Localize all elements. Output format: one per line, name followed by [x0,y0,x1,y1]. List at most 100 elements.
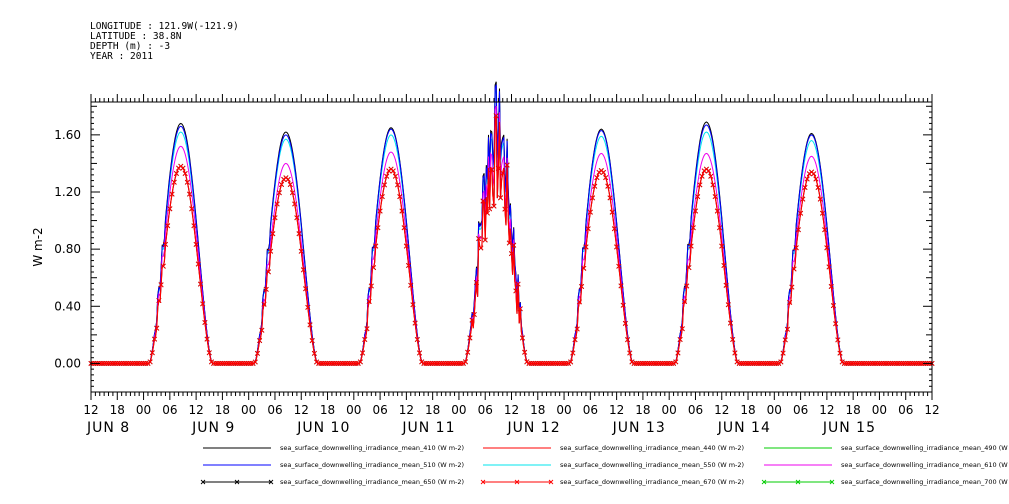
x-marker [539,360,545,366]
x-tick-label: 12 [924,403,939,417]
x-marker [695,194,701,200]
legend-entry-label: sea_surface_downwelling_irradiance_mean_… [560,478,744,486]
x-marker [401,225,407,231]
x-marker [119,360,125,366]
x-marker [355,360,361,366]
x-marker [767,360,773,366]
x-marker [793,245,799,251]
x-marker [905,360,911,366]
legend-entry-label: sea_surface_downwelling_irradiance_mean_… [560,461,744,469]
x-tick-label: 12 [83,403,98,417]
x-marker [765,360,771,366]
x-marker [535,360,541,366]
x-marker [491,203,497,209]
x-marker [432,360,438,366]
x-day-label: JUN 15 [822,420,876,436]
x-marker [371,265,377,271]
x-marker [684,283,690,289]
x-marker [730,336,736,343]
x-marker [760,360,766,366]
x-marker [837,350,843,356]
x-marker [732,350,738,356]
x-marker [657,360,663,366]
x-marker [476,236,482,242]
x-marker [572,337,578,343]
x-marker [219,360,225,366]
legend-entry-label: sea_surface_downwelling_irradiance_mean_… [280,461,464,469]
x-marker [127,360,133,366]
x-marker [664,360,670,366]
x-marker [206,350,212,356]
x-marker [517,306,523,312]
x-day-label: JUN 8 [86,420,130,436]
x-tick-label: 18 [110,403,125,417]
x-marker [833,321,839,327]
x-marker [686,265,692,271]
x-tick-label: 12 [294,403,309,417]
x-marker [898,360,904,366]
y-tick-label: 1.20 [54,185,81,199]
x-marker [502,206,508,212]
x-marker [778,359,784,365]
x-marker [443,360,449,366]
x-marker [651,360,657,366]
x-tick-label: 00 [451,403,466,417]
x-marker [618,283,624,289]
x-marker [445,360,451,366]
x-marker [197,281,204,287]
x-marker [456,360,462,366]
x-marker [603,175,609,181]
x-marker [865,360,872,366]
x-marker [189,206,195,212]
x-marker [272,215,278,221]
x-day-label: JUN 10 [296,420,350,436]
x-marker [257,338,263,344]
x-marker [679,326,685,332]
x-marker [261,301,267,307]
dataset-header: LONGITUDE : 121.9W(-121.9) LATITUDE : 38… [90,22,239,62]
axes-group: 12 18 00 06 12 18 00 06 12 18 00 06 12 18 00 06 12 18 00 06… [54,94,940,436]
series-510-line [91,84,932,364]
x-marker [136,360,142,366]
x-marker [519,335,525,341]
x-marker [763,360,769,366]
x-marker [671,360,677,366]
x-marker [557,360,563,366]
x-day-label: JUN 14 [717,420,771,436]
x-marker [287,181,293,188]
x-tick-label: 00 [872,403,887,417]
x-marker [217,360,223,366]
x-marker [727,320,734,326]
x-marker [537,360,543,366]
x-marker [802,184,808,191]
x-marker [208,359,214,365]
x-marker [872,360,878,366]
x-marker [541,360,547,366]
x-marker [511,242,517,248]
x-marker [791,266,797,272]
x-marker [550,360,556,366]
x-tick-label: 12 [714,403,729,417]
x-marker [452,360,458,366]
legend-swatch-marker [200,479,206,485]
legend-swatch-marker [829,479,835,485]
x-marker [819,210,826,216]
x-marker [165,223,171,229]
x-marker [736,360,742,366]
x-marker [839,359,845,365]
x-marker [489,167,495,173]
x-tick-label: 00 [662,403,677,417]
x-marker [789,284,795,290]
x-marker [660,360,666,366]
x-marker [180,165,186,171]
x-tick-label: 18 [215,403,230,417]
x-marker [346,360,352,366]
x-tick-label: 00 [241,403,256,417]
legend: sea_surface_downwelling_irradiance_mean_… [200,444,1009,486]
y-tick-label: 0.00 [54,356,81,370]
x-marker [918,360,924,366]
x-marker [364,326,370,332]
x-marker [130,360,136,366]
x-tick-label: 12 [609,403,624,417]
x-marker [561,360,567,366]
